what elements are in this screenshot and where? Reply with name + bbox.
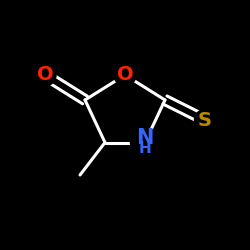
Circle shape [114, 64, 136, 86]
Circle shape [194, 110, 216, 130]
Text: S: S [198, 110, 212, 130]
Text: O: O [37, 66, 53, 84]
Text: O: O [117, 66, 133, 84]
Circle shape [130, 128, 160, 157]
Text: H: H [138, 141, 151, 156]
Text: N: N [136, 128, 154, 148]
Circle shape [34, 64, 56, 86]
